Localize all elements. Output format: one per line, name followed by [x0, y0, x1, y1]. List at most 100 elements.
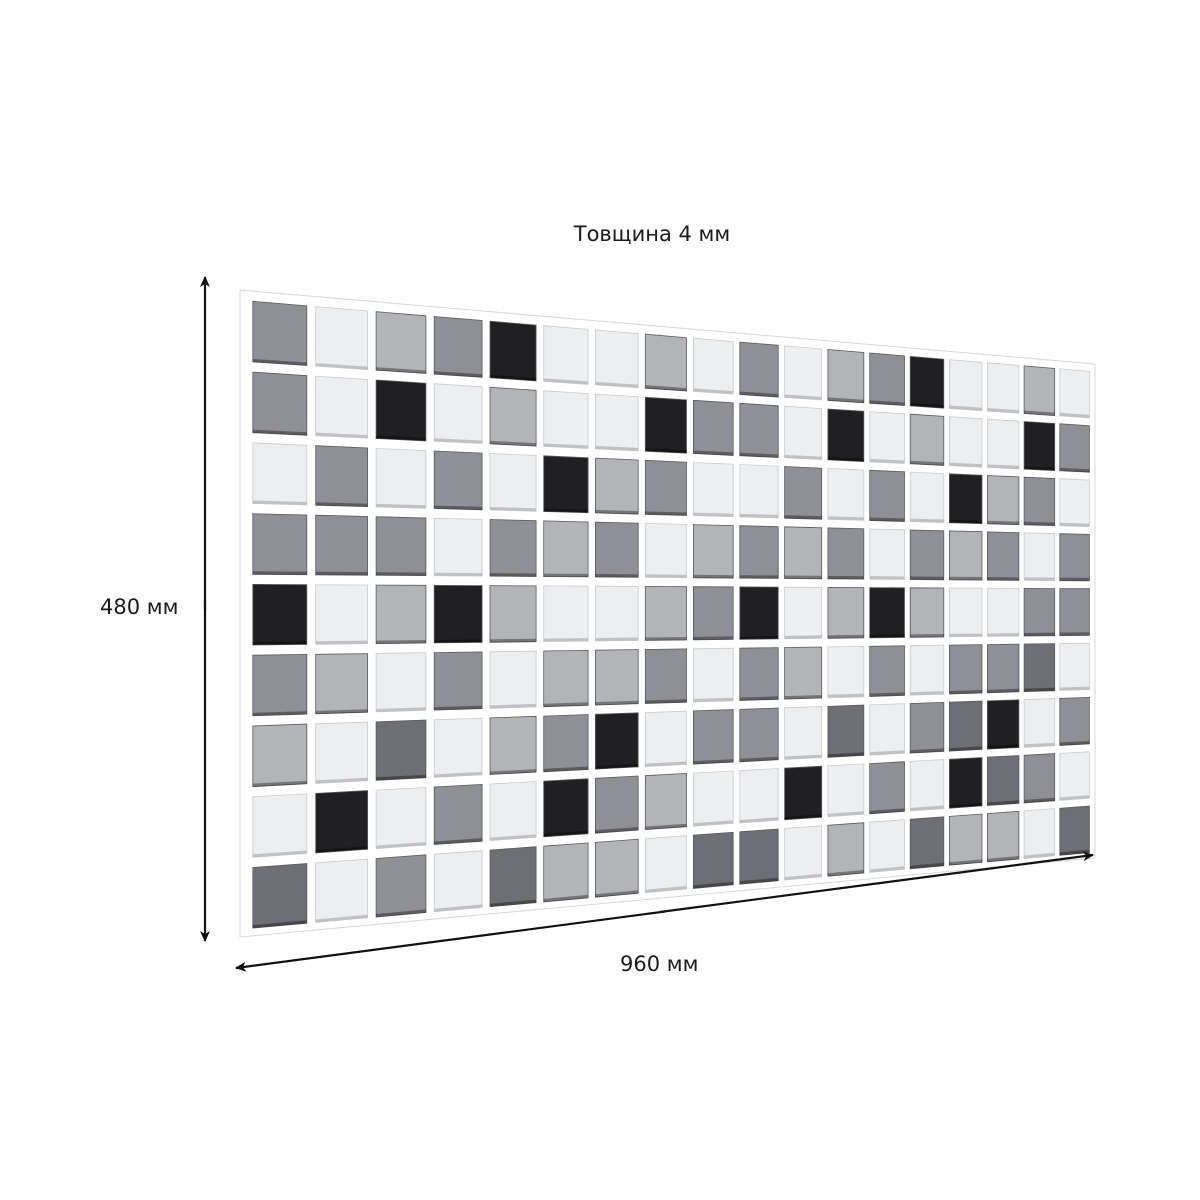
mosaic-tile [595, 712, 639, 770]
mosaic-tile [987, 475, 1020, 526]
mosaic-tile [987, 643, 1020, 694]
mosaic-tile-edge [1059, 795, 1090, 801]
mosaic-tile-edge [376, 367, 427, 374]
mosaic-tile-edge [910, 460, 944, 466]
mosaic-tile [489, 846, 537, 908]
mosaic-tile-edge [645, 385, 687, 391]
mosaic-tile [543, 325, 589, 385]
mosaic-tile [784, 825, 823, 881]
mosaic-tile-edge [949, 746, 983, 752]
mosaic-tile-edge [645, 448, 687, 454]
mosaic-tile-edge [949, 802, 983, 809]
mosaic-tile-edge [543, 766, 589, 772]
mosaic-tile [595, 457, 639, 515]
mosaic-tile [315, 514, 369, 576]
mosaic-tile-edge [827, 397, 864, 403]
mosaic-tile-edge [987, 408, 1020, 414]
mosaic-tile [375, 584, 427, 645]
mosaic-tile [693, 586, 734, 641]
mosaic-tile [375, 854, 427, 918]
mosaic-tile-edge [645, 761, 687, 767]
mosaic-tile-edge [375, 909, 427, 917]
mosaic-tile-edge [1023, 852, 1055, 859]
mosaic-tile-edge [434, 639, 483, 643]
mosaic-tile-edge [1059, 467, 1090, 473]
mosaic-tile-edge [949, 689, 983, 694]
mosaic-tile [433, 651, 483, 711]
mosaic-tile-edge [784, 873, 822, 881]
mosaic-tile-edge [645, 699, 687, 704]
mosaic-tile-edge [987, 464, 1019, 469]
mosaic-tile-edge [784, 814, 822, 820]
mosaic-tile-edge [987, 744, 1019, 750]
mosaic-tile [1059, 588, 1090, 637]
mosaic-tile-edge [595, 763, 639, 770]
mosaic-tile-edge [1059, 522, 1090, 527]
mosaic-tile-edge [827, 693, 864, 698]
mosaic-tile [827, 645, 865, 699]
mosaic-tile [543, 455, 589, 514]
mosaic-tile-edge [784, 694, 822, 700]
mosaic-tile [433, 383, 483, 444]
mosaic-tile [375, 787, 427, 850]
mosaic-tile-edge [252, 500, 307, 505]
mosaic-tile [987, 755, 1020, 806]
mosaic-tile-edge [595, 700, 639, 706]
mosaic-tile [987, 587, 1020, 637]
mosaic-tile [1059, 696, 1090, 746]
mosaic-tile-edge [869, 400, 905, 406]
mosaic-tile [739, 464, 779, 519]
mosaic-tile-edge [315, 363, 368, 370]
mosaic-tile [543, 520, 589, 578]
mosaic-tile-edge [1024, 410, 1055, 416]
mosaic-tile-edge [869, 458, 905, 464]
mosaic-tile-edge [595, 637, 639, 642]
mosaic-tile-edge [827, 752, 864, 758]
mosaic-tile-edge [910, 862, 944, 869]
mosaic-tile [433, 316, 483, 378]
mosaic-tile-edge [489, 507, 537, 512]
mosaic-tile [252, 583, 308, 646]
mosaic-tile [489, 585, 537, 643]
mosaic-tile [489, 781, 537, 842]
mosaic-tile [644, 648, 687, 704]
mosaic-tile-edge [595, 445, 639, 451]
mosaic-tile-edge [1059, 412, 1090, 418]
mosaic-tile-edge [739, 877, 779, 885]
mosaic-tile [987, 531, 1020, 581]
mosaic-tile [739, 647, 779, 701]
mosaic-tile-edge [489, 638, 537, 643]
mosaic-tile-edge [784, 515, 822, 520]
mosaic-tile-edge [987, 800, 1020, 806]
mosaic-tile-edge [949, 519, 983, 524]
mosaic-tile [644, 772, 687, 831]
mosaic-tile-edge [1024, 521, 1055, 526]
mosaic-tile-edge [252, 358, 307, 366]
mosaic-tile [869, 411, 905, 464]
mosaic-tile [375, 379, 427, 442]
mosaic-tile-edge [543, 378, 589, 385]
mosaic-tile [252, 723, 308, 788]
mosaic-tile [827, 763, 865, 818]
mosaic-tile [315, 653, 369, 715]
height-label: 480 мм [100, 595, 179, 619]
mosaic-tile [644, 835, 687, 894]
mosaic-tile-edge [489, 834, 537, 841]
mosaic-tile-edge [869, 866, 905, 873]
mosaic-tile [644, 396, 687, 454]
mosaic-tile [827, 586, 865, 639]
mosaic-tile-edge [987, 688, 1019, 693]
mosaic-tile-edge [315, 914, 368, 923]
mosaic-tile [869, 645, 905, 697]
mosaic-tile-edge [376, 640, 426, 644]
mosaic-tile-edge [489, 899, 537, 907]
mosaic-tile [1059, 478, 1090, 528]
mosaic-tile-edge [693, 697, 734, 702]
mosaic-tile [489, 452, 537, 512]
mosaic-tile [489, 320, 537, 382]
mosaic-tile-edge [739, 696, 779, 701]
mosaic-tile [1023, 421, 1056, 472]
mosaic-tiles [252, 300, 1090, 929]
mosaic-tile [739, 525, 779, 579]
mosaic-tile-edge [376, 503, 426, 509]
